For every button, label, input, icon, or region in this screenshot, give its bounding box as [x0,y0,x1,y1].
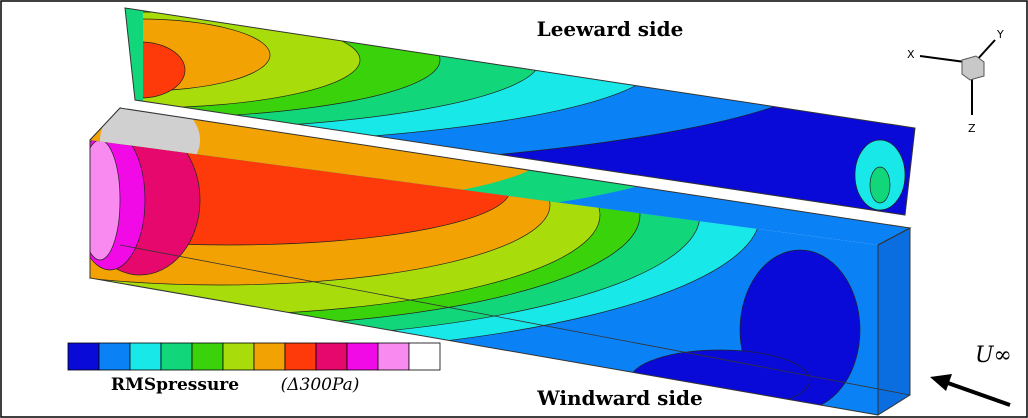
colorbar-cell [99,343,130,370]
leeward-label: Leeward side [537,17,684,41]
colorbar-title: RMSpressure [111,375,239,395]
colorbar [68,343,440,370]
axis-y: Y [996,28,1004,41]
right-face [878,228,910,415]
freestream-label: U∞ [975,343,1012,368]
colorbar-cell [347,343,378,370]
colorbar-unit: (Δ300Pa) [281,375,360,395]
colorbar-cell [285,343,316,370]
colorbar-cell [254,343,285,370]
axis-z: Z [968,122,976,135]
colorbar-cell [68,343,99,370]
colorbar-cell [409,343,440,370]
figure: Leeward side Windward side U∞ X Y Z RMSp… [0,0,1028,418]
colorbar-cell [223,343,254,370]
colorbar-cell [161,343,192,370]
flow-arrowhead [930,374,952,391]
colorbar-cell [130,343,161,370]
flow-arrow [945,382,1010,405]
axis-x: X [907,48,915,61]
colorbar-cell [378,343,409,370]
axis-triad: X Y Z [907,28,1004,135]
windward-label: Windward side [536,386,702,410]
colorbar-cell [316,343,347,370]
colorbar-cell [192,343,223,370]
